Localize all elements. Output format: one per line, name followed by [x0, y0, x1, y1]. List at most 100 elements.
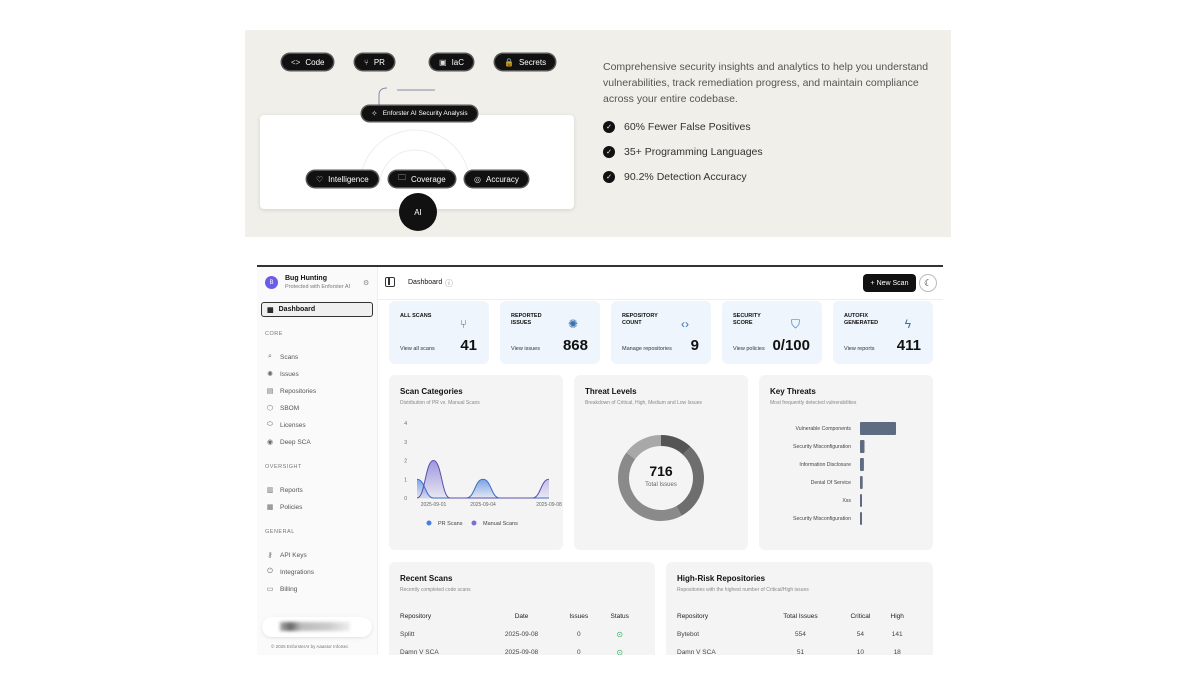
breadcrumb: Dashboard: [408, 279, 443, 286]
workspace-name[interactable]: Bug Hunting: [285, 275, 327, 282]
input-pill-iac: ▣ IaC: [430, 54, 474, 70]
donut-slice-low[interactable]: [626, 435, 661, 460]
donut-slice-medium[interactable]: [618, 452, 682, 521]
check-circle-icon: ✓: [603, 146, 615, 158]
sidebar-item-billing[interactable]: ▭ Billing: [266, 585, 298, 594]
stat-title: AUTOFIX GENERATED: [844, 313, 879, 326]
area-fill-manual-scans: [417, 460, 549, 498]
sidebar-item-integrations[interactable]: ⏻ Integrations: [267, 568, 314, 576]
sidebar-item-scans[interactable]: ⌕ Scans: [266, 353, 298, 361]
check-circle-icon: ✓: [603, 121, 615, 133]
high-risk-table: Repository Total Issues Critical High Bytebo…: [677, 607, 912, 656]
legend-marker: [426, 520, 432, 526]
threat-levels-donut: [618, 435, 704, 521]
x-tick-label: 2025-09-01: [421, 502, 447, 508]
bar-label: Information Disclosure: [799, 462, 851, 468]
column-header: Status: [610, 612, 629, 620]
stat-title: REPORTED ISSUES: [511, 313, 542, 326]
column-header: High: [890, 612, 904, 620]
licenses-icon: ⬭: [267, 421, 273, 428]
card-title: Scan Categories: [400, 387, 463, 396]
key-threats-card: Key Threats Most frequently detected vul…: [759, 375, 933, 550]
sidebar-item-dashboard[interactable]: ▦ Dashboard: [261, 302, 373, 317]
sidebar-item-policies[interactable]: ▦ Policies: [266, 503, 303, 512]
sparkle-icon: ✧: [371, 109, 378, 118]
bar-3[interactable]: [860, 476, 863, 489]
theme-toggle-moon-icon[interactable]: ☾: [919, 274, 937, 292]
bar-1[interactable]: [860, 440, 865, 453]
sidebar-item-issues[interactable]: ✺ Issues: [267, 370, 299, 379]
stat-link[interactable]: View all scans: [400, 346, 435, 352]
stat-card-repository-count[interactable]: REPOSITORY COUNT ‹› Manage repositories 9: [611, 301, 711, 364]
table-cell: 0: [576, 630, 581, 638]
stat-card-security-score[interactable]: SECURITY SCORE ⛉ View policies 0/100: [722, 301, 822, 364]
card-subtitle: Breakdown of Critical, High, Medium and …: [585, 400, 702, 406]
user-profile-blurred[interactable]: [262, 617, 372, 637]
card-title: Key Threats: [770, 387, 816, 396]
table-row[interactable]: Damn V SCA 2025-09-08 0 ⊙: [400, 643, 640, 656]
engine-badge: ✧ Enforster AI Security Analysis: [362, 106, 477, 121]
stat-card-autofix-generated[interactable]: AUTOFIX GENERATED ϟ View reports 411: [833, 301, 933, 364]
status-success-icon: ⊙: [616, 629, 624, 639]
column-header: Critical: [850, 612, 871, 620]
billing-icon: ▭: [266, 586, 274, 593]
stat-title: REPOSITORY COUNT: [622, 313, 658, 326]
section-general: GENERAL: [265, 529, 295, 535]
sidebar-item-reports[interactable]: ▥ Reports: [266, 486, 303, 495]
bar-label: Security Misconfiguration: [793, 444, 851, 450]
card-title: Recent Scans: [400, 574, 453, 583]
avatar: B: [265, 276, 278, 289]
bar-4[interactable]: [860, 494, 862, 507]
y-tick-label: 3: [404, 440, 407, 446]
donut-slice-critical[interactable]: [661, 435, 691, 455]
scan-categories-card: Scan Categories Distribution of PR vs. M…: [389, 375, 563, 550]
output-pill-intelligence: ♡ Intelligence: [307, 171, 378, 187]
feature-item: ✓ 35+ Programming Languages: [603, 146, 763, 158]
sidebar-item-licenses[interactable]: ⬭ Licenses: [267, 421, 306, 429]
threat-levels-card: Threat Levels Breakdown of Critical, Hig…: [574, 375, 748, 550]
stat-title: SECURITY SCORE: [733, 313, 761, 326]
stat-link[interactable]: View issues: [511, 346, 540, 352]
arc-decoration: [359, 129, 471, 185]
reports-icon: ▥: [266, 487, 274, 494]
scan-categories-chart: 0 1 2 3 4 2025-09-01 2025-09-04 2025-09-08 PR Sc…: [404, 421, 562, 527]
stat-link[interactable]: View policies: [733, 346, 765, 352]
bolt-icon: ϟ: [904, 317, 911, 331]
bar-2[interactable]: [860, 458, 864, 471]
donut-slice-high[interactable]: [676, 446, 704, 516]
dashboard-app: B Bug Hunting Protected with Enforster A…: [257, 265, 943, 655]
column-header: Repository: [677, 612, 709, 620]
sidebar-item-repositories[interactable]: ▤ Repositories: [266, 387, 317, 396]
stat-link[interactable]: View reports: [844, 346, 875, 352]
shield-check-icon: ⛉: [790, 317, 800, 331]
stat-value: 868: [562, 337, 588, 354]
high-risk-repositories-card: High-Risk Repositories Repositories with…: [666, 562, 933, 655]
legend-marker: [471, 520, 477, 526]
card-subtitle: Distribution of PR vs. Manual Scans: [400, 400, 480, 406]
info-icon[interactable]: ⓘ: [445, 279, 453, 288]
stat-link[interactable]: Manage repositories: [622, 346, 672, 352]
table-row[interactable]: Bytebot 554 54 141: [677, 625, 912, 643]
policies-icon: ▦: [266, 504, 274, 511]
sidebar-toggle-icon[interactable]: [385, 277, 395, 287]
file-icon: ▣: [439, 57, 447, 67]
settings-icon[interactable]: ⚙: [363, 280, 370, 287]
recent-scans-card: Recent Scans Recently completed code sca…: [389, 562, 655, 655]
bar-0[interactable]: [860, 422, 896, 435]
new-scan-button[interactable]: + New Scan: [863, 274, 916, 292]
bar-5[interactable]: [860, 512, 862, 525]
stat-card-all-scans[interactable]: ALL SCANS ⑂ View all scans 41: [389, 301, 489, 364]
table-cell: 0: [576, 648, 581, 656]
code-icon: <>: [291, 57, 301, 67]
sidebar-item-sbom[interactable]: ⬡ SBOM: [266, 404, 300, 413]
table-cell: 51: [796, 648, 805, 656]
stat-card-reported-issues[interactable]: REPORTED ISSUES ✺ View issues 868: [500, 301, 600, 364]
table-cell: 2025-09-08: [504, 648, 539, 656]
grid-icon: ▦: [267, 306, 274, 314]
column-header: Date: [514, 612, 529, 620]
table-row[interactable]: Damn V SCA 51 10 18: [677, 643, 912, 656]
sidebar-item-api-keys[interactable]: ⚷ API Keys: [267, 551, 307, 560]
bar-label: Xss: [842, 498, 851, 504]
sidebar-item-deep-sca[interactable]: ◉ Deep SCA: [266, 438, 311, 447]
table-row[interactable]: Splitt 2025-09-08 0 ⊙: [400, 625, 640, 643]
